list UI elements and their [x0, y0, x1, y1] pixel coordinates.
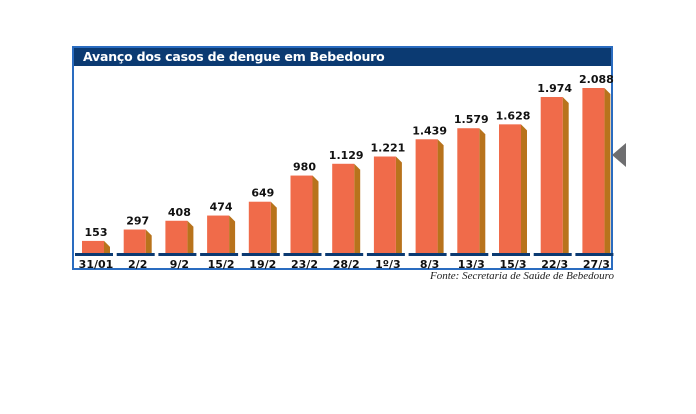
value-label: 2.088	[579, 73, 614, 86]
baseline-segment	[283, 253, 322, 256]
bar-side	[479, 128, 486, 253]
category-label: 19/2	[249, 258, 276, 271]
category-label: 28/2	[333, 258, 360, 271]
value-label: 1.974	[537, 82, 572, 95]
baseline-segment	[158, 253, 197, 256]
category-label: 9/2	[170, 258, 189, 271]
baseline-segment	[366, 253, 405, 256]
value-label: 153	[85, 226, 108, 239]
chart-title: Avanço dos casos de dengue em Bebedouro	[74, 48, 611, 66]
bar	[332, 163, 355, 253]
bar	[540, 97, 563, 253]
value-label: 1.579	[454, 113, 489, 126]
value-label: 1.628	[496, 109, 531, 122]
bar-side	[354, 163, 361, 253]
bar-side	[104, 240, 110, 253]
baseline-segment	[75, 253, 113, 256]
category-label: 15/3	[500, 258, 527, 271]
value-label: 649	[251, 187, 274, 200]
value-label: 408	[168, 206, 191, 219]
bar-side	[229, 215, 236, 253]
bar-side	[521, 124, 527, 253]
baseline-segment	[450, 253, 489, 256]
bar-side	[312, 175, 319, 253]
bar	[373, 156, 396, 253]
baseline-segment	[492, 253, 530, 256]
value-label: 980	[293, 161, 316, 174]
bar	[457, 128, 480, 253]
bar	[82, 240, 104, 253]
bar	[207, 215, 230, 253]
baseline-segment	[575, 253, 614, 256]
category-label: 15/2	[208, 258, 235, 271]
bar	[582, 88, 605, 253]
value-label: 1.221	[371, 142, 406, 155]
bar-side	[437, 139, 444, 253]
bar-side	[187, 220, 194, 253]
bar	[290, 175, 313, 253]
baseline-segment	[325, 253, 364, 256]
baseline-segment	[241, 253, 280, 256]
baseline-segment	[533, 253, 572, 256]
bar-side	[395, 156, 402, 253]
category-label: 1º/3	[375, 258, 401, 271]
bar-side	[270, 201, 277, 253]
baseline-segment	[408, 253, 447, 256]
category-label: 8/3	[420, 258, 439, 271]
baseline-segment	[116, 253, 155, 256]
category-label: 13/3	[458, 258, 485, 271]
pointer-arrow-icon[interactable]	[612, 143, 626, 167]
value-label: 1.439	[412, 124, 447, 137]
value-label: 297	[126, 215, 149, 228]
bar	[165, 220, 188, 253]
bar	[415, 139, 438, 253]
bar-side	[604, 88, 611, 253]
value-label: 474	[210, 201, 233, 214]
bar-side	[562, 97, 569, 253]
category-label: 2/2	[128, 258, 147, 271]
baseline-segment	[200, 253, 239, 256]
chart-source: Fonte: Secretaria de Saúde de Bebedouro	[430, 270, 614, 282]
bar	[499, 124, 521, 253]
bar	[123, 229, 146, 253]
value-label: 1.129	[329, 149, 364, 162]
category-label: 27/3	[583, 258, 610, 271]
category-label: 31/01	[79, 258, 114, 271]
bar-side	[145, 229, 152, 253]
category-label: 22/3	[541, 258, 568, 271]
bar	[248, 201, 271, 253]
category-label: 23/2	[291, 258, 318, 271]
